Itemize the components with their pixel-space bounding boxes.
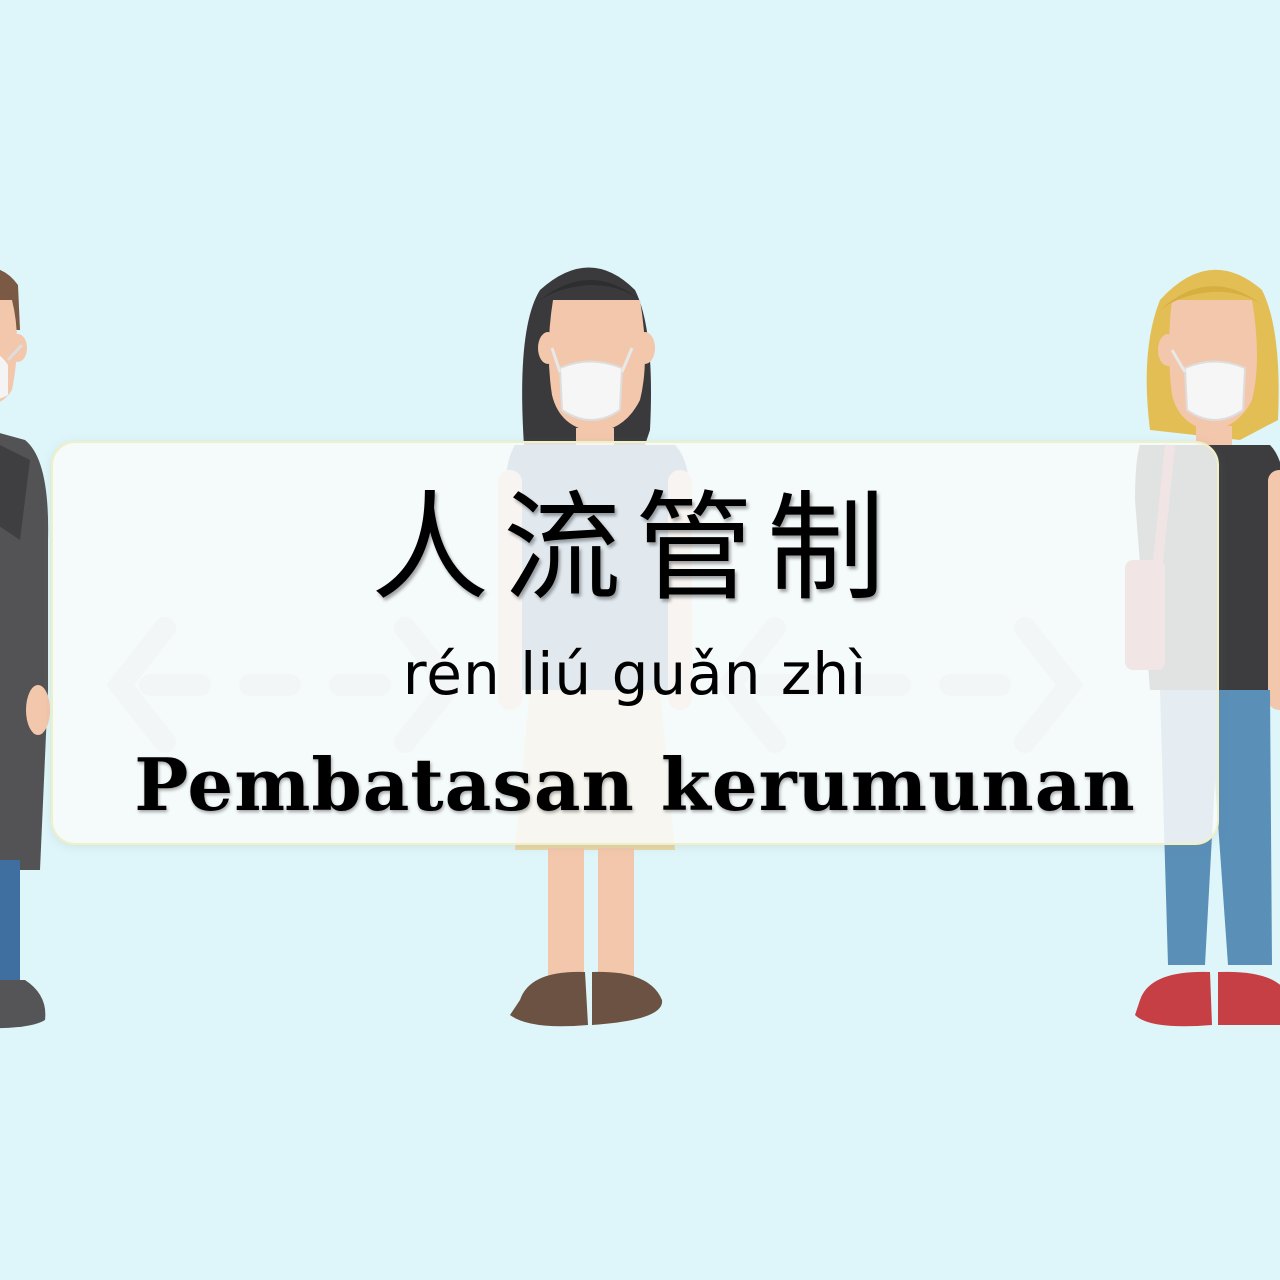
chinese-term: 人流管制 [370,479,899,617]
vocabulary-card: 人流管制 rén liú guǎn zhì Pembatasan kerumun… [51,441,1219,845]
pinyin-romanization: rén liú guǎn zhì [402,640,868,708]
indonesian-translation: Pembatasan kerumunan [134,742,1136,827]
man-figure-icon [0,270,50,1029]
